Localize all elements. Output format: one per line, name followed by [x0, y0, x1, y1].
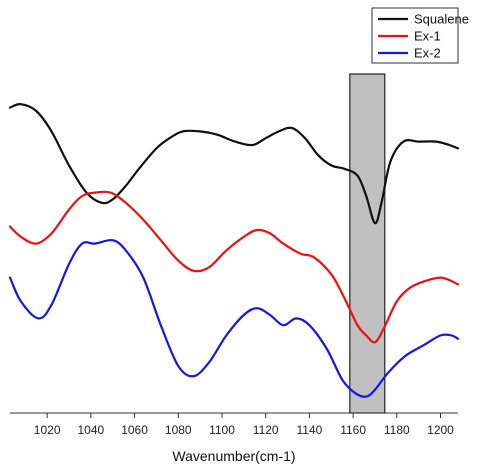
legend: Squalene Ex-1 Ex-2 [371, 7, 469, 64]
series-layer [8, 103, 460, 398]
x-tick-label-1120: 1120 [253, 423, 279, 437]
series-line-squalene [8, 103, 460, 225]
legend-label-squalene: Squalene [414, 12, 469, 27]
x-axis-ticks: 1020 1040 1060 1080 1100 1120 1140 1160 1180 1200 [34, 413, 454, 437]
x-axis-title: Wavenumber(cm-1) [172, 448, 295, 464]
x-tick-label-1160: 1160 [340, 423, 366, 437]
series-line-ex-1 [8, 190, 460, 344]
x-tick-label-1180: 1180 [384, 423, 410, 437]
legend-label-ex-1: Ex-1 [414, 29, 441, 44]
legend-label-ex-2: Ex-2 [414, 46, 441, 61]
x-tick-label-1200: 1200 [427, 423, 454, 437]
series-line-ex-2 [8, 238, 460, 398]
highlight-band-layer [349, 73, 386, 414]
x-tick-label-1020: 1020 [34, 423, 61, 437]
x-tick-label-1140: 1140 [296, 423, 322, 437]
x-tick-label-1080: 1080 [165, 423, 192, 437]
highlight-band [349, 73, 386, 414]
x-tick-label-1100: 1100 [209, 423, 235, 437]
x-tick-label-1040: 1040 [78, 423, 105, 437]
x-tick-label-1060: 1060 [121, 423, 148, 437]
